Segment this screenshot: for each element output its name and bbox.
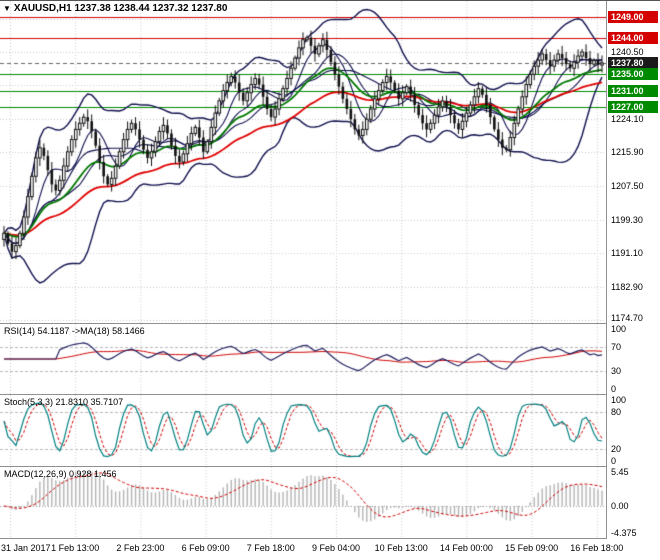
rsi-tick: 70 <box>611 341 622 352</box>
price-tick: 1199.30 <box>611 214 643 225</box>
level-price-label: 1249.00 <box>608 11 658 24</box>
time-axis-label: 31 Jan 2017 <box>1 543 51 553</box>
rsi-tick: 100 <box>611 324 627 334</box>
time-axis-label: 2 Feb 23:00 <box>116 543 165 553</box>
time-axis-label: 9 Feb 04:00 <box>311 543 361 553</box>
macd-indicator-panel: MACD(12,26,9) 0.928 1.456 <box>0 467 606 539</box>
macd-tick: 0.00 <box>611 500 629 511</box>
stochastic-indicator-panel: Stoch(5,3,3) 21.8310 35.7107 <box>0 395 606 467</box>
time-axis-label: 6 Feb 09:00 <box>181 543 230 553</box>
price-tick: 1207.50 <box>611 181 644 192</box>
stoch-tick: 20 <box>611 444 622 455</box>
time-axis-label: 10 Feb 13:00 <box>374 543 428 553</box>
chart-symbol-period: XAUUSD,H1 <box>13 3 72 14</box>
stoch-tick: 0 <box>611 456 617 466</box>
rsi-indicator-panel: RSI(14) 54.1187 ->MA(18) 58.1466 <box>0 324 606 395</box>
price-tick: 1224.10 <box>611 113 644 124</box>
price-tick: 1240.50 <box>611 46 644 57</box>
time-axis-label: 14 Feb 00:00 <box>439 543 493 553</box>
price-tick: 1215.90 <box>611 147 644 158</box>
time-axis-label: 16 Feb 18:00 <box>570 543 624 553</box>
macd-axis[interactable]: 5.45 0.00 -4.375 <box>607 467 660 539</box>
rsi-tick: 0 <box>611 384 617 394</box>
price-chart-panel: ▼ XAUUSD,H1 1237.38 1238.44 1237.32 1237.… <box>0 1 606 324</box>
level-price-label: 1227.00 <box>608 100 658 113</box>
chart-title: ▼ XAUUSD,H1 1237.38 1238.44 1237.32 1237.… <box>3 3 227 14</box>
level-price-label: 1231.00 <box>608 84 658 97</box>
level-price-label: 1244.00 <box>608 31 658 44</box>
time-axis[interactable]: 31 Jan 2017 1 Feb 13:00 2 Feb 23:00 6 Fe… <box>0 539 660 560</box>
price-tick: 1191.10 <box>611 248 643 259</box>
symbol-marker-icon: ▼ <box>3 4 11 13</box>
bid-price-label: 1237.80 <box>608 56 658 69</box>
time-axis-label: 7 Feb 18:00 <box>246 543 295 553</box>
price-tick: 1182.90 <box>611 281 643 292</box>
stochastic-label: Stoch(5,3,3) 21.8310 35.7107 <box>4 397 124 407</box>
rsi-tick: 30 <box>611 366 622 377</box>
time-axis-label: 1 Feb 13:00 <box>51 543 100 553</box>
stoch-tick: 100 <box>611 395 627 405</box>
macd-canvas[interactable] <box>0 467 606 538</box>
stochastic-axis[interactable]: 100 80 20 0 <box>607 395 660 467</box>
macd-tick: -4.375 <box>611 528 637 538</box>
stoch-tick: 80 <box>611 406 622 417</box>
price-chart-canvas[interactable] <box>0 1 606 323</box>
price-axis[interactable]: 1249.00 1244.00 1237.80 1235.00 1231.00 … <box>606 1 660 539</box>
rsi-axis[interactable]: 100 70 30 0 <box>607 324 660 395</box>
rsi-label: RSI(14) 54.1187 ->MA(18) 58.1466 <box>4 326 145 336</box>
macd-tick: 5.45 <box>611 467 629 477</box>
price-axis-main[interactable]: 1249.00 1244.00 1237.80 1235.00 1231.00 … <box>607 1 660 324</box>
time-axis-label: 15 Feb 09:00 <box>505 543 559 553</box>
rsi-canvas[interactable] <box>0 324 606 394</box>
chart-ohlc-values: 1237.38 1238.44 1237.32 1237.80 <box>74 3 228 14</box>
level-price-label: 1235.00 <box>608 68 658 81</box>
macd-label: MACD(12,26,9) 0.928 1.456 <box>4 469 117 479</box>
stochastic-canvas[interactable] <box>0 395 606 466</box>
price-tick: 1174.70 <box>611 313 643 323</box>
